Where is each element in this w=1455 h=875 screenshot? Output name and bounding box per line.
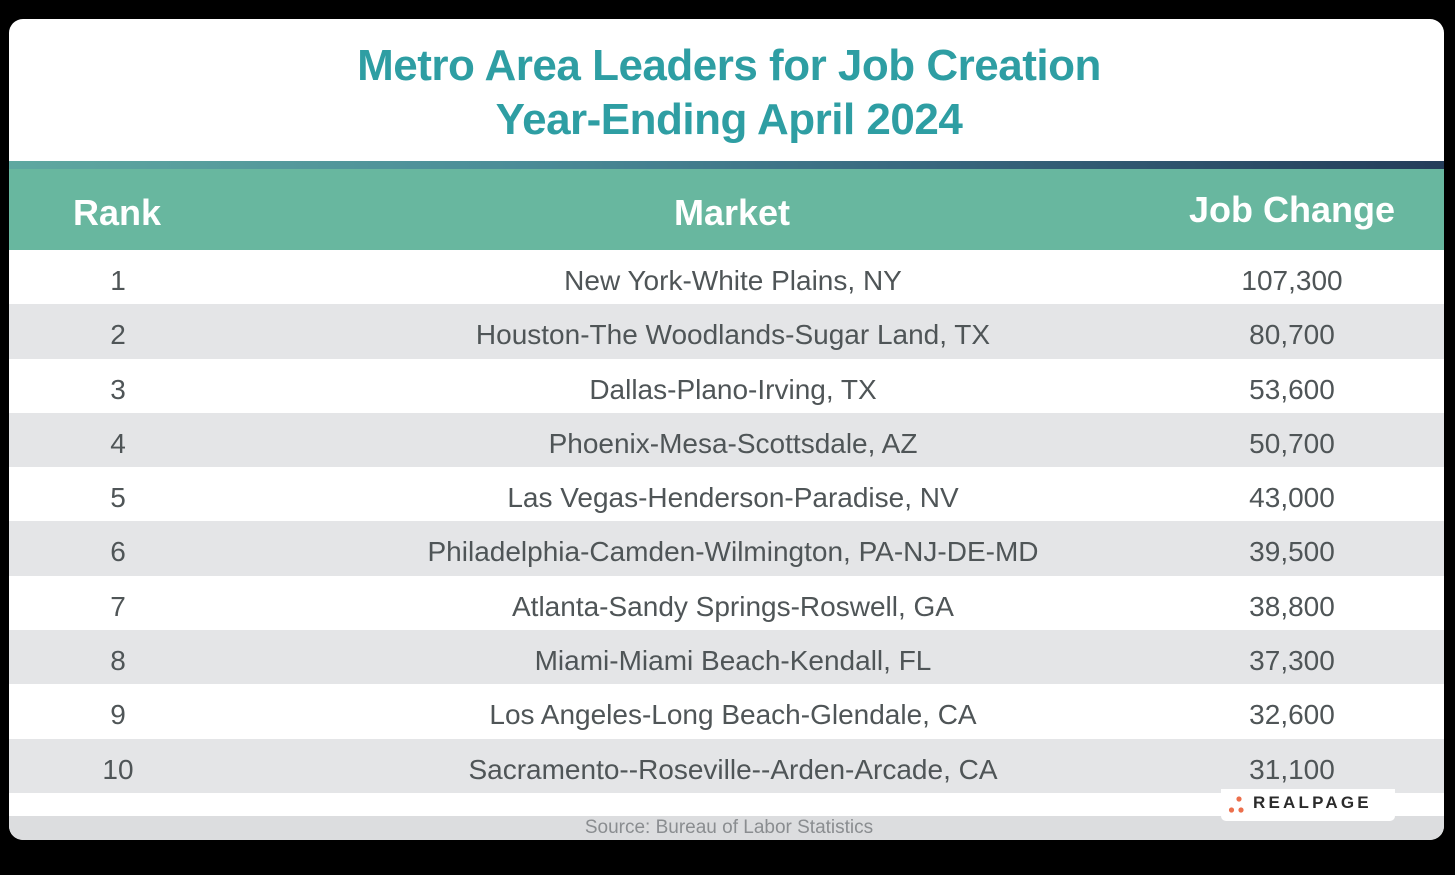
table-row: 5 Las Vegas-Henderson-Paradise, NV 43,00… bbox=[9, 467, 1444, 521]
rank-cell: 9 bbox=[110, 699, 126, 731]
header-job-change: Job Change bbox=[1188, 189, 1395, 230]
table-row: 9 Los Angeles-Long Beach-Glendale, CA 32… bbox=[9, 684, 1444, 738]
market-cell: Sacramento--Roseville--Arden-Arcade, CA bbox=[468, 753, 998, 785]
job-change-cell: 50,700 bbox=[1249, 427, 1335, 459]
rank-cell: 2 bbox=[110, 319, 126, 351]
chart-title: Metro Area Leaders for Job Creation Year… bbox=[9, 39, 1444, 147]
market-cell: Las Vegas-Henderson-Paradise, NV bbox=[507, 482, 959, 514]
rank-cell: 4 bbox=[110, 427, 126, 459]
rank-cell: 7 bbox=[110, 590, 126, 622]
header-rank: Rank bbox=[72, 192, 162, 233]
table-row: 7 Atlanta-Sandy Springs-Roswell, GA 38,8… bbox=[9, 576, 1444, 630]
rank-cell: 3 bbox=[110, 373, 126, 405]
job-change-cell: 53,600 bbox=[1249, 373, 1335, 405]
header-gradient-divider bbox=[9, 161, 1444, 169]
table-row: 10 Sacramento--Roseville--Arden-Arcade, … bbox=[9, 738, 1444, 793]
footer-bar: Source: Bureau of Labor Statistics bbox=[9, 816, 1444, 840]
table-row: 3 Dallas-Plano-Irving, TX 53,600 bbox=[9, 359, 1444, 413]
market-cell: Miami-Miami Beach-Kendall, FL bbox=[534, 645, 932, 677]
table-row: 2 Houston-The Woodlands-Sugar Land, TX 8… bbox=[9, 304, 1444, 359]
rank-cell: 1 bbox=[110, 265, 126, 296]
job-change-cell: 31,100 bbox=[1249, 753, 1335, 785]
title-line-1: Metro Area Leaders for Job Creation bbox=[357, 41, 1101, 90]
rank-cell: 5 bbox=[110, 482, 126, 514]
job-change-cell: 39,500 bbox=[1249, 536, 1335, 568]
source-note: Source: Bureau of Labor Statistics bbox=[584, 817, 874, 838]
title-line-2: Year-Ending April 2024 bbox=[495, 95, 963, 144]
market-cell: Philadelphia-Camden-Wilmington, PA-NJ-DE… bbox=[427, 536, 1039, 568]
table-row: 1 New York-White Plains, NY 107,300 bbox=[9, 250, 1444, 304]
job-change-cell: 80,700 bbox=[1249, 319, 1335, 351]
three-dots-triangle-icon bbox=[1228, 796, 1244, 813]
job-change-cell: 107,300 bbox=[1241, 265, 1343, 296]
rank-cell: 8 bbox=[110, 645, 126, 677]
market-cell: New York-White Plains, NY bbox=[564, 265, 902, 296]
table-row: 8 Miami-Miami Beach-Kendall, FL 37,300 bbox=[9, 630, 1444, 685]
table-body: 1 New York-White Plains, NY 107,300 2 Ho… bbox=[9, 250, 1444, 793]
job-change-cell: 37,300 bbox=[1249, 645, 1335, 677]
rank-cell: 10 bbox=[102, 753, 134, 785]
job-change-cell: 43,000 bbox=[1249, 482, 1335, 514]
market-cell: Houston-The Woodlands-Sugar Land, TX bbox=[475, 319, 991, 351]
market-cell: Dallas-Plano-Irving, TX bbox=[589, 373, 877, 405]
market-cell: Atlanta-Sandy Springs-Roswell, GA bbox=[512, 590, 954, 622]
market-cell: Los Angeles-Long Beach-Glendale, CA bbox=[489, 699, 977, 731]
market-cell: Phoenix-Mesa-Scottsdale, AZ bbox=[548, 427, 918, 459]
logo-wordmark: REALPAGE bbox=[1253, 793, 1372, 812]
header-market: Market bbox=[673, 192, 791, 233]
table-row: 6 Philadelphia-Camden-Wilmington, PA-NJ-… bbox=[9, 521, 1444, 576]
job-change-cell: 32,600 bbox=[1249, 699, 1335, 731]
realpage-logo: REALPAGE bbox=[1221, 789, 1395, 821]
table-row: 4 Phoenix-Mesa-Scottsdale, AZ 50,700 bbox=[9, 412, 1444, 468]
table-header: Rank Market Job Change bbox=[9, 169, 1444, 250]
rank-cell: 6 bbox=[110, 536, 126, 568]
job-creation-card: Metro Area Leaders for Job Creation Year… bbox=[9, 19, 1444, 840]
job-change-cell: 38,800 bbox=[1249, 590, 1335, 622]
